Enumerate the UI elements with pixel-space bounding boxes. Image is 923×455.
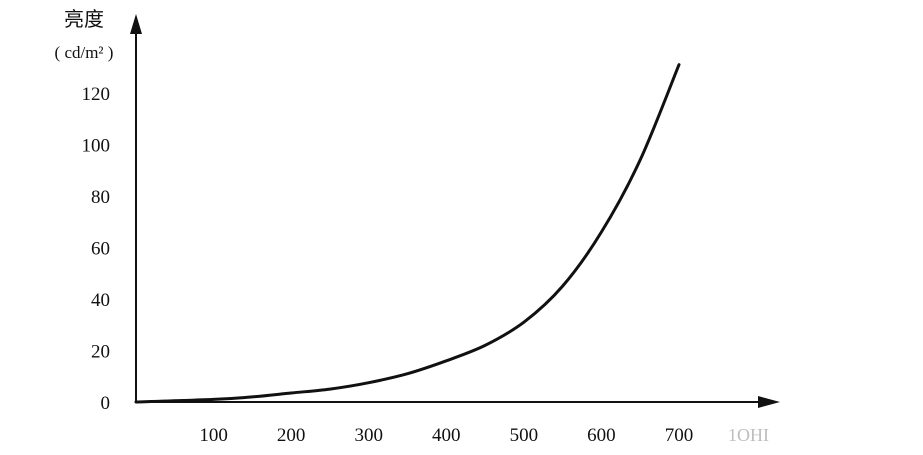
x-tick-label-400: 400 [432, 425, 461, 446]
y-axis-unit: ( cd/m² ) [55, 43, 114, 62]
x-axis-trailing-label: 1OHI [728, 425, 769, 445]
y-tick-label-20: 20 [91, 342, 110, 363]
x-tick-label-500: 500 [510, 425, 539, 446]
x-tick-label-600: 600 [587, 425, 616, 446]
x-axis [136, 396, 780, 408]
y-tick-label-60: 60 [91, 239, 110, 260]
x-axis-arrow [758, 396, 780, 408]
x-tick-label-200: 200 [277, 425, 306, 446]
y-tick-label-40: 40 [91, 290, 110, 311]
y-axis-arrow [130, 14, 142, 34]
x-tick-label-300: 300 [354, 425, 383, 446]
y-tick-label-100: 100 [82, 136, 111, 157]
y-tick-label-0: 0 [101, 393, 111, 414]
x-tick-label-100: 100 [199, 425, 228, 446]
series-line [134, 63, 681, 404]
y-tick-label-120: 120 [82, 84, 111, 105]
x-tick-labels: 100 200 300 400 500 600 700 [199, 425, 693, 446]
y-tick-label-80: 80 [91, 187, 110, 208]
y-axis [130, 14, 142, 402]
x-tick-label-700: 700 [665, 425, 694, 446]
y-axis-title: 亮度 [64, 7, 104, 31]
y-tick-labels: 0 20 40 60 80 100 120 [82, 84, 111, 414]
